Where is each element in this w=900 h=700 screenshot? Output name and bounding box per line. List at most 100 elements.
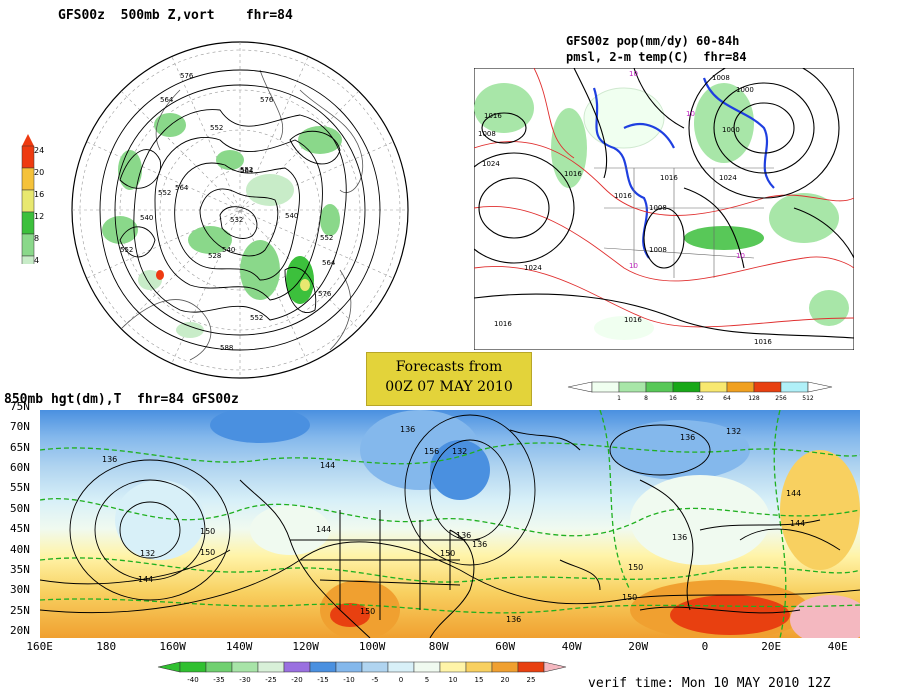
isobars (474, 68, 854, 339)
longitude-label: 160W (159, 640, 186, 653)
height-label: 150 (200, 527, 215, 536)
colorbar-tick-label: -5 (372, 676, 379, 684)
isobar-labels: 1008 1000 1016 1008 1000 1024 1016 1016 … (478, 70, 772, 346)
height-label: 144 (316, 525, 331, 534)
height-label: 136 (672, 533, 687, 542)
panel-500mb-colorbar (21, 134, 35, 264)
contour-label: 552 (210, 124, 223, 132)
isobar-label: 1008 (478, 130, 496, 138)
height-label: 150 (360, 607, 375, 616)
isobar-label: 1016 (754, 338, 772, 346)
height-label: 144 (786, 489, 801, 498)
contour-label: 540 (140, 214, 153, 222)
colorbar-swatch (780, 381, 809, 393)
longitude-label: 40E (827, 640, 848, 653)
contour-label: 552 (240, 166, 253, 174)
colorbar-swatch (439, 661, 467, 673)
colorbar-swatch (672, 381, 701, 393)
contour-label: 564 (240, 167, 254, 175)
height-label: 136 (680, 433, 695, 442)
colorbar-tick-label: 16 (669, 395, 677, 402)
colorbar-arrow-tip (22, 134, 34, 146)
latitude-label: 55N (10, 481, 30, 495)
contour-label: 576 (318, 290, 332, 298)
latitude-label: 70N (10, 420, 30, 434)
colorbar-swatch (465, 661, 493, 673)
height-label: 156 (424, 447, 439, 456)
height-label: 136 (472, 540, 487, 549)
colorbar-swatch (387, 661, 415, 673)
contour-label: 540 (222, 246, 235, 254)
longitude-label: 180 (96, 640, 117, 653)
colorbar-arrow-right (807, 381, 833, 393)
colorbar-tick-label: 15 (475, 676, 484, 684)
forecast-info-line2: 00Z 07 MAY 2010 (385, 379, 513, 395)
isobar-label: 1008 (649, 204, 667, 212)
height-label: 144 (790, 519, 805, 528)
height-label: 136 (102, 455, 117, 464)
longitude-label: 80W (428, 640, 449, 653)
colorbar-swatch (361, 661, 389, 673)
height-contours-500mb (99, 69, 381, 351)
colorbar-tick-label: -40 (187, 676, 198, 684)
colorbar-swatch (257, 661, 285, 673)
cb500-label-8: 8 (34, 234, 40, 243)
height-label: 150 (622, 593, 637, 602)
forecast-info-box: Forecasts from 00Z 07 MAY 2010 (366, 352, 532, 406)
colorbar-swatch (413, 661, 441, 673)
colorbar-swatch (21, 233, 35, 257)
colorbar-arrow-right (543, 661, 567, 673)
colorbar-swatch (21, 145, 35, 169)
panel-850mb-title: 850mb hgt(dm),T fhr=84 GFS00z (4, 392, 239, 407)
temp-label: 10 (629, 70, 638, 78)
colorbar-swatch (21, 255, 35, 264)
contour-label: 552 (250, 314, 263, 322)
forecast-info-line1: Forecasts from (395, 359, 503, 375)
precip-shading (474, 83, 849, 340)
latitude-label: 60N (10, 461, 30, 475)
colorbar-tick-label: -30 (239, 676, 250, 684)
verif-time: verif time: Mon 10 MAY 2010 12Z (588, 676, 831, 691)
colorbar-tick-label: 5 (425, 676, 429, 684)
longitude-label: 140W (225, 640, 253, 653)
height-label: 132 (140, 549, 155, 558)
latitude-label: 65N (10, 440, 30, 454)
isobar-label: 1000 (722, 126, 740, 134)
contour-label: 564 (160, 96, 174, 104)
contour-label: 540 (285, 212, 298, 220)
colorbar-arrow-left (567, 381, 593, 393)
temp-label: 10 (686, 110, 695, 118)
contour-label: 564 (175, 184, 189, 192)
colorbar-tick-label: 8 (644, 395, 648, 402)
isobar-label: 1000 (736, 86, 754, 94)
colorbar-tick-label: 64 (723, 395, 731, 402)
height-label: 144 (138, 575, 153, 584)
isobar-label: 1016 (564, 170, 582, 178)
colorbar-tick-label: 32 (696, 395, 704, 402)
longitude-label: 120W (292, 640, 319, 653)
map-850mb: 136 136 144 132 136 132 150 150 144 136 … (40, 410, 860, 638)
longitude-label: 0 (701, 640, 709, 653)
longitude-label: 40W (561, 640, 582, 653)
colorbar-swatch (491, 661, 519, 673)
colorbar-swatch (309, 661, 337, 673)
contour-label: 576 (260, 96, 274, 104)
freezing-line (592, 77, 775, 259)
coastlines-850mb (239, 429, 821, 638)
height-labels-850mb: 136 136 144 132 136 132 150 150 144 136 … (102, 425, 805, 624)
isobar-label: 1008 (712, 74, 730, 82)
cb500-label-20: 20 (34, 168, 45, 177)
isobar-label: 1016 (614, 192, 632, 200)
colorbar-swatch (517, 661, 545, 673)
colorbar-swatch (179, 661, 207, 673)
colorbar-tick-label: 20 (501, 676, 510, 684)
longitude-label: 60W (495, 640, 516, 653)
colorbar-swatch (726, 381, 755, 393)
colorbar-tick-label: 10 (449, 676, 458, 684)
cb500-label-4: 4 (34, 256, 40, 265)
height-contours-850mb (40, 414, 860, 613)
longitude-label: 100W (358, 640, 386, 653)
polar-map-500mb: 576 576 564 552 552 564 540 552 552 564 … (71, 41, 409, 379)
colorbar-swatch (231, 661, 259, 673)
colorbar-tick-label: -25 (265, 676, 276, 684)
